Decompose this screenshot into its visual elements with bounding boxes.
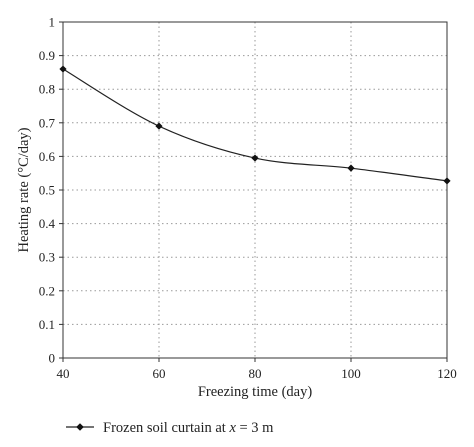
series-layer bbox=[59, 65, 451, 185]
y-tick-label: 0.8 bbox=[39, 82, 55, 97]
x-tick-label: 40 bbox=[57, 366, 70, 381]
data-point bbox=[155, 122, 163, 130]
data-point bbox=[59, 65, 67, 73]
legend-label: Frozen soil curtain at x = 3 m bbox=[103, 420, 274, 436]
x-tick-label: 60 bbox=[153, 366, 166, 381]
legend-label-suffix: = 3 m bbox=[236, 420, 274, 436]
data-point bbox=[347, 164, 355, 172]
y-tick-label: 0.1 bbox=[39, 317, 55, 332]
y-tick-label: 0.9 bbox=[39, 48, 55, 63]
y-tick-label: 0.7 bbox=[39, 115, 56, 130]
x-tick-label: 120 bbox=[437, 366, 457, 381]
grid bbox=[63, 22, 447, 358]
y-tick-label: 0.3 bbox=[39, 250, 55, 265]
legend: Frozen soil curtain at x = 3 m bbox=[66, 420, 274, 436]
x-axis-title: Freezing time (day) bbox=[198, 384, 313, 400]
legend-marker bbox=[76, 423, 84, 431]
y-tick-label: 0.2 bbox=[39, 283, 55, 298]
data-point bbox=[443, 177, 451, 185]
y-tick-label: 0.4 bbox=[39, 216, 56, 231]
y-tick-label: 0.5 bbox=[39, 183, 55, 198]
y-tick-label: 0.6 bbox=[39, 149, 56, 164]
x-tick-label: 100 bbox=[341, 366, 361, 381]
y-axis-ticks: 0 0.1 0.2 0.3 0.4 0.5 0.6 0.7 0.8 0.9 1 bbox=[39, 15, 63, 366]
x-tick-label: 80 bbox=[249, 366, 262, 381]
legend-label-prefix: Frozen soil curtain at bbox=[103, 420, 229, 436]
legend-label-var: x bbox=[228, 420, 236, 436]
y-tick-label: 1 bbox=[49, 15, 56, 30]
y-axis-title: Heating rate (°C/day) bbox=[16, 127, 32, 252]
x-axis-ticks: 40 60 80 100 120 bbox=[57, 358, 457, 381]
y-tick-label: 0 bbox=[49, 351, 56, 366]
data-point bbox=[251, 154, 259, 162]
